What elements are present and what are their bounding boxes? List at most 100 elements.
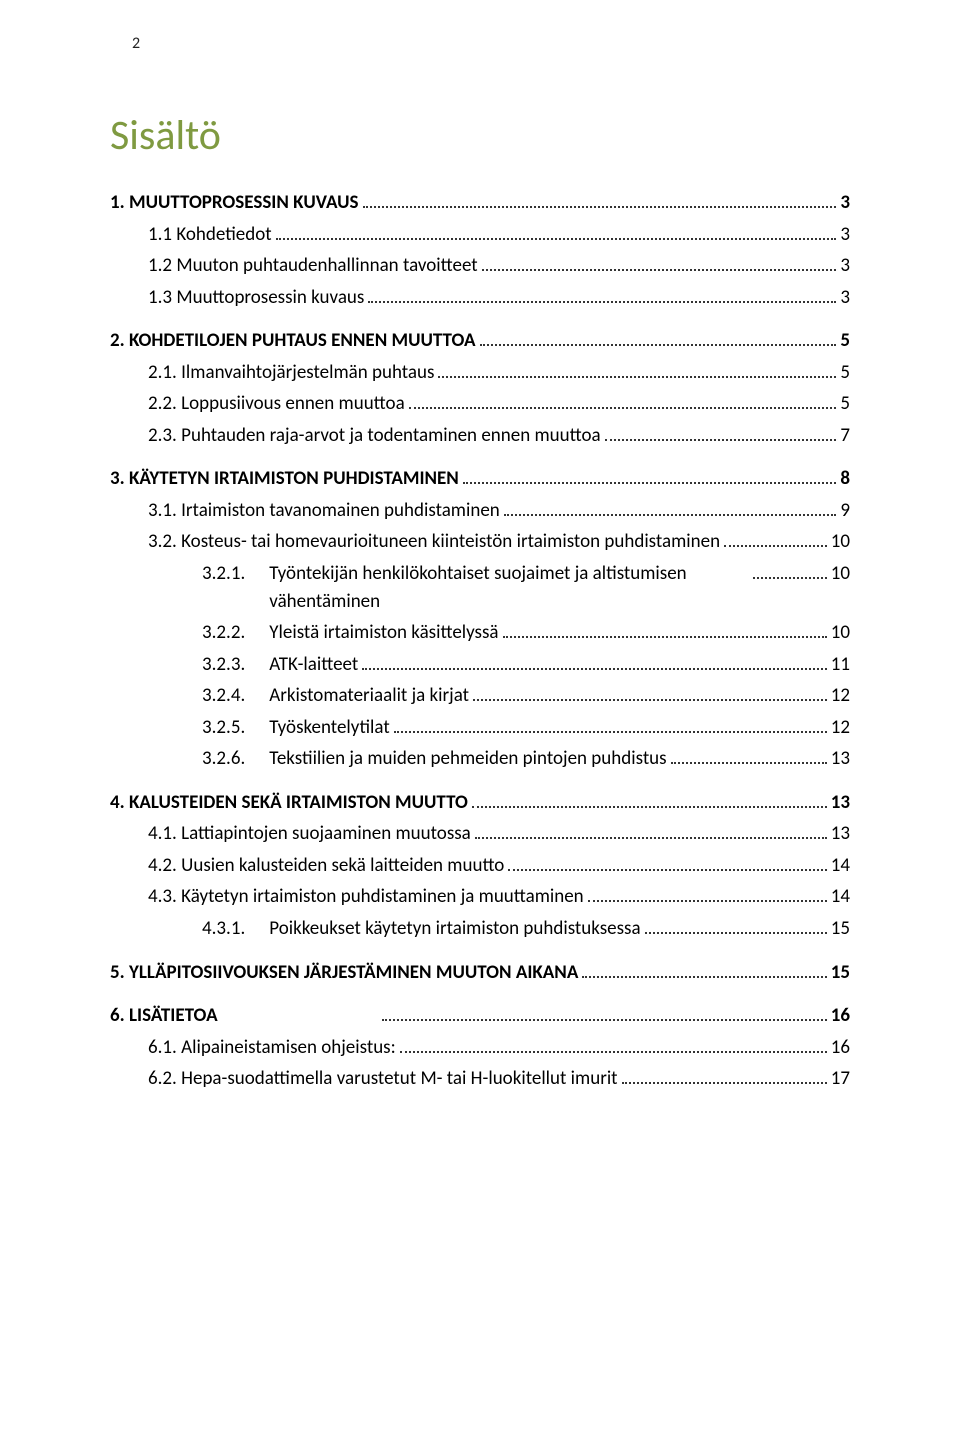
toc-entry[interactable]: 3.2.1.Työntekijän henkilökohtaiset suoja… — [202, 560, 850, 615]
toc-entry-page: 16 — [831, 1002, 850, 1030]
toc-entry-text: Arkistomateriaalit ja kirjat — [269, 682, 469, 710]
toc-entry-page: 10 — [831, 560, 850, 588]
toc-entry-page: 13 — [831, 820, 850, 848]
toc-leader-dots — [362, 668, 826, 670]
toc-leader-dots — [475, 837, 827, 839]
toc-entry-page: 17 — [831, 1065, 850, 1093]
toc-entry-label: 3.2.5.Työskentelytilat — [202, 714, 390, 742]
toc-entry[interactable]: 2.1. Ilmanvaihtojärjestelmän puhtaus 5 — [148, 359, 850, 387]
toc-entry-number: 3.2.2. — [202, 619, 269, 647]
toc-entry-text: Yleistä irtaimiston käsittelyssä — [269, 619, 498, 647]
toc-leader-dots — [605, 439, 837, 441]
toc-entry-page: 10 — [831, 528, 850, 556]
toc-leader-dots — [368, 301, 836, 303]
toc-entry[interactable]: 4.1. Lattiapintojen suojaaminen muutossa… — [148, 820, 850, 848]
toc-entry-page: 14 — [831, 883, 850, 911]
toc-entry-number: 4.3.1. — [202, 915, 269, 943]
toc-entry-label: 2. KOHDETILOJEN PUHTAUS ENNEN MUUTTOA — [110, 327, 476, 355]
toc-entry[interactable]: 2.3. Puhtauden raja-arvot ja todentamine… — [148, 422, 850, 450]
toc-leader-dots — [622, 1082, 827, 1084]
toc-entry-label: 2.1. Ilmanvaihtojärjestelmän puhtaus — [148, 359, 434, 387]
toc-leader-dots — [508, 869, 826, 871]
toc-entry[interactable]: 4.3.1.Poikkeukset käytetyn irtaimiston p… — [202, 915, 850, 943]
toc-entry-number: 3.2.1. — [202, 560, 269, 615]
toc-leader-dots — [753, 577, 826, 579]
toc-entry-text: Työntekijän henkilökohtaiset suojaimet j… — [269, 560, 749, 615]
toc-entry[interactable]: 1. MUUTTOPROSESSIN KUVAUS3 — [110, 189, 850, 217]
toc-entry-label: 4.3.1.Poikkeukset käytetyn irtaimiston p… — [202, 915, 641, 943]
toc-leader-dots — [472, 806, 827, 808]
toc-entry-page: 9 — [840, 497, 850, 525]
toc-entry-page: 12 — [831, 714, 850, 742]
toc-entry[interactable]: 6.2. Hepa-suodattimella varustetut M- ta… — [148, 1065, 850, 1093]
toc-leader-dots — [645, 932, 827, 934]
toc-leader-dots — [724, 545, 827, 547]
toc-leader-dots — [480, 344, 837, 346]
toc-leader-dots — [276, 238, 837, 240]
toc-entry-label: 3.2.2.Yleistä irtaimiston käsittelyssä — [202, 619, 499, 647]
toc-entry[interactable]: 4.2. Uusien kalusteiden sekä laitteiden … — [148, 852, 850, 880]
toc-entry-page: 13 — [831, 745, 850, 773]
toc-entry-label: 4.1. Lattiapintojen suojaaminen muutossa — [148, 820, 471, 848]
toc-entry-page: 13 — [831, 789, 850, 817]
toc-entry-label: 6.2. Hepa-suodattimella varustetut M- ta… — [148, 1065, 618, 1093]
toc-entry-number: 3.2.6. — [202, 745, 269, 773]
toc-title: Sisältö — [110, 110, 850, 161]
toc-entry-number: 3.2.3. — [202, 651, 269, 679]
toc-entry[interactable]: 6. LISÄTIETOA 16 — [110, 1002, 850, 1030]
toc-entry[interactable]: 3.2.6.Tekstiilien ja muiden pehmeiden pi… — [202, 745, 850, 773]
toc-entry[interactable]: 1.2 Muuton puhtaudenhallinnan tavoitteet… — [148, 252, 850, 280]
toc-entry[interactable]: 3.2.5.Työskentelytilat 12 — [202, 714, 850, 742]
toc-entry[interactable]: 4. KALUSTEIDEN SEKÄ IRTAIMISTON MUUTTO 13 — [110, 789, 850, 817]
toc-entry[interactable]: 5. YLLÄPITOSIIVOUKSEN JÄRJESTÄMINEN MUUT… — [110, 959, 850, 987]
toc-entry-page: 3 — [840, 284, 850, 312]
toc-entry-page: 11 — [831, 651, 850, 679]
toc-entry-page: 5 — [840, 327, 850, 355]
toc-entry-label: 4.2. Uusien kalusteiden sekä laitteiden … — [148, 852, 504, 880]
toc-entry-text: ATK-laitteet — [269, 651, 358, 679]
toc-entry-label: 3.2.6.Tekstiilien ja muiden pehmeiden pi… — [202, 745, 667, 773]
toc-entry[interactable]: 1.1 Kohdetiedot 3 — [148, 221, 850, 249]
toc-entry-page: 15 — [831, 915, 850, 943]
toc-entry-text: Tekstiilien ja muiden pehmeiden pintojen… — [269, 745, 666, 773]
page-number: 2 — [132, 34, 140, 53]
toc-entry-page: 8 — [840, 465, 850, 493]
toc-entry[interactable]: 2. KOHDETILOJEN PUHTAUS ENNEN MUUTTOA 5 — [110, 327, 850, 355]
toc-leader-dots — [482, 269, 837, 271]
toc-entry-label: 3.2. Kosteus- tai homevaurioituneen kiin… — [148, 528, 720, 556]
toc-entry-label: 1.3 Muuttoprosessin kuvaus — [148, 284, 364, 312]
toc-leader-dots — [504, 514, 837, 516]
toc-entry[interactable]: 4.3. Käytetyn irtaimiston puhdistaminen … — [148, 883, 850, 911]
toc-entry-page: 5 — [840, 359, 850, 387]
toc-entry[interactable]: 3.2.4.Arkistomateriaalit ja kirjat 12 — [202, 682, 850, 710]
toc-entry[interactable]: 3.2.2.Yleistä irtaimiston käsittelyssä10 — [202, 619, 850, 647]
toc-entry-label: 4. KALUSTEIDEN SEKÄ IRTAIMISTON MUUTTO — [110, 789, 468, 817]
toc-entry[interactable]: 3.1. Irtaimiston tavanomainen puhdistami… — [148, 497, 850, 525]
toc-entry-label: 1.1 Kohdetiedot — [148, 221, 272, 249]
toc-entry-label: 3.1. Irtaimiston tavanomainen puhdistami… — [148, 497, 500, 525]
toc-entry-label: 5. YLLÄPITOSIIVOUKSEN JÄRJESTÄMINEN MUUT… — [110, 959, 578, 987]
toc-entry-label: 6. LISÄTIETOA — [110, 1002, 378, 1030]
toc-entry[interactable]: 3.2.3.ATK-laitteet 11 — [202, 651, 850, 679]
toc-leader-dots — [382, 1019, 827, 1021]
toc-entry-page: 7 — [840, 422, 850, 450]
toc-entry[interactable]: 3.2. Kosteus- tai homevaurioituneen kiin… — [148, 528, 850, 556]
toc-entry-label: 2.3. Puhtauden raja-arvot ja todentamine… — [148, 422, 601, 450]
toc-leader-dots — [400, 1051, 827, 1053]
toc-entry-text: Työskentelytilat — [269, 714, 389, 742]
toc-entry[interactable]: 2.2. Loppusiivous ennen muuttoa5 — [148, 390, 850, 418]
toc-entry[interactable]: 6.1. Alipaineistamisen ohjeistus:16 — [148, 1034, 850, 1062]
toc-entry-page: 3 — [840, 221, 850, 249]
toc-leader-dots — [463, 482, 837, 484]
toc-entry-label: 4.3. Käytetyn irtaimiston puhdistaminen … — [148, 883, 584, 911]
toc-entry[interactable]: 1.3 Muuttoprosessin kuvaus 3 — [148, 284, 850, 312]
toc-entry-label: 3.2.4.Arkistomateriaalit ja kirjat — [202, 682, 469, 710]
toc-leader-dots — [363, 206, 837, 208]
toc-entry[interactable]: 3. KÄYTETYN IRTAIMISTON PUHDISTAMINEN8 — [110, 465, 850, 493]
toc-leader-dots — [582, 976, 826, 978]
table-of-contents: 1. MUUTTOPROSESSIN KUVAUS3 1.1 Kohdetiedo… — [110, 189, 850, 1093]
toc-entry-label: 6.1. Alipaineistamisen ohjeistus: — [148, 1034, 396, 1062]
toc-leader-dots — [473, 699, 827, 701]
toc-entry-page: 12 — [831, 682, 850, 710]
toc-entry-label: 3.2.1.Työntekijän henkilökohtaiset suoja… — [202, 560, 749, 615]
